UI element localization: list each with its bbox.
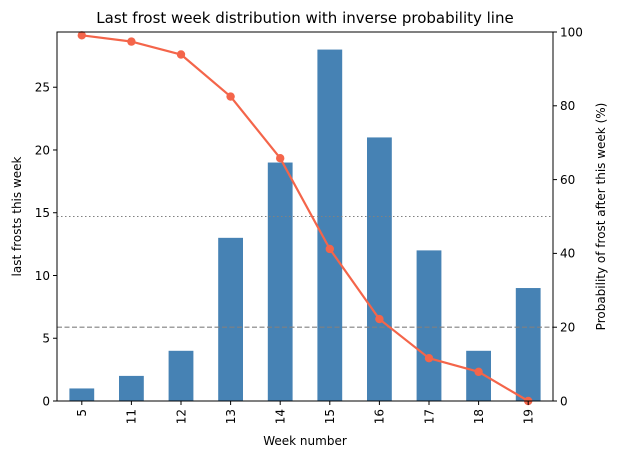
bar <box>267 162 293 401</box>
line-point <box>325 244 334 254</box>
x-tick-label: 17 <box>422 409 436 424</box>
y-tick-label: 10 <box>35 269 50 283</box>
line-point <box>375 314 384 324</box>
bar <box>515 288 541 401</box>
y-axis-label: last frosts this week <box>10 156 24 276</box>
y2-tick-label: 80 <box>560 99 575 113</box>
y-tick-label: 5 <box>42 332 50 346</box>
bar <box>367 137 392 401</box>
x-tick-label: 12 <box>174 409 188 424</box>
axes: 0 5 10 15 20 25 0 20 40 60 80 100 5 11 12 13 14 15 16 17 18 1… <box>35 25 583 424</box>
y2-tick-label: 100 <box>560 25 583 39</box>
x-axis-label: Week number <box>263 434 347 448</box>
x-tick-label: 15 <box>323 409 337 424</box>
y-tick-label: 15 <box>35 206 50 220</box>
y-tick-label: 25 <box>35 81 50 95</box>
plot-frame <box>56 31 554 402</box>
line-point <box>176 50 186 59</box>
x-tick-label: 18 <box>472 409 486 424</box>
y2-tick-label: 0 <box>560 394 568 408</box>
line-point <box>474 367 483 377</box>
y-tick-label: 20 <box>35 143 50 157</box>
probability-line <box>81 34 529 402</box>
x-tick-label: 19 <box>522 409 536 424</box>
y2-tick-label: 20 <box>560 321 575 335</box>
y2-tick-label: 40 <box>560 247 575 261</box>
bar <box>416 250 442 401</box>
bar <box>218 237 243 401</box>
x-tick-label: 13 <box>224 409 238 424</box>
x-tick-label: 11 <box>125 409 139 424</box>
bar <box>69 388 95 401</box>
line-point <box>276 153 285 163</box>
line-point <box>127 37 136 46</box>
y2-axis-label: Probability of frost after this week (%) <box>594 103 608 331</box>
y2-tick-label: 60 <box>560 173 575 187</box>
bar <box>119 375 144 401</box>
line-point <box>77 31 87 40</box>
x-tick-label: 14 <box>274 409 288 424</box>
bar <box>317 49 343 401</box>
x-tick-label: 5 <box>75 409 89 417</box>
chart-title: Last frost week distribution with invers… <box>96 9 513 27</box>
x-tick-label: 16 <box>373 409 387 424</box>
line-point <box>226 92 235 101</box>
y-tick-label: 0 <box>42 394 50 408</box>
bar <box>168 350 194 401</box>
plot-area <box>57 31 553 406</box>
line-point <box>424 353 434 363</box>
